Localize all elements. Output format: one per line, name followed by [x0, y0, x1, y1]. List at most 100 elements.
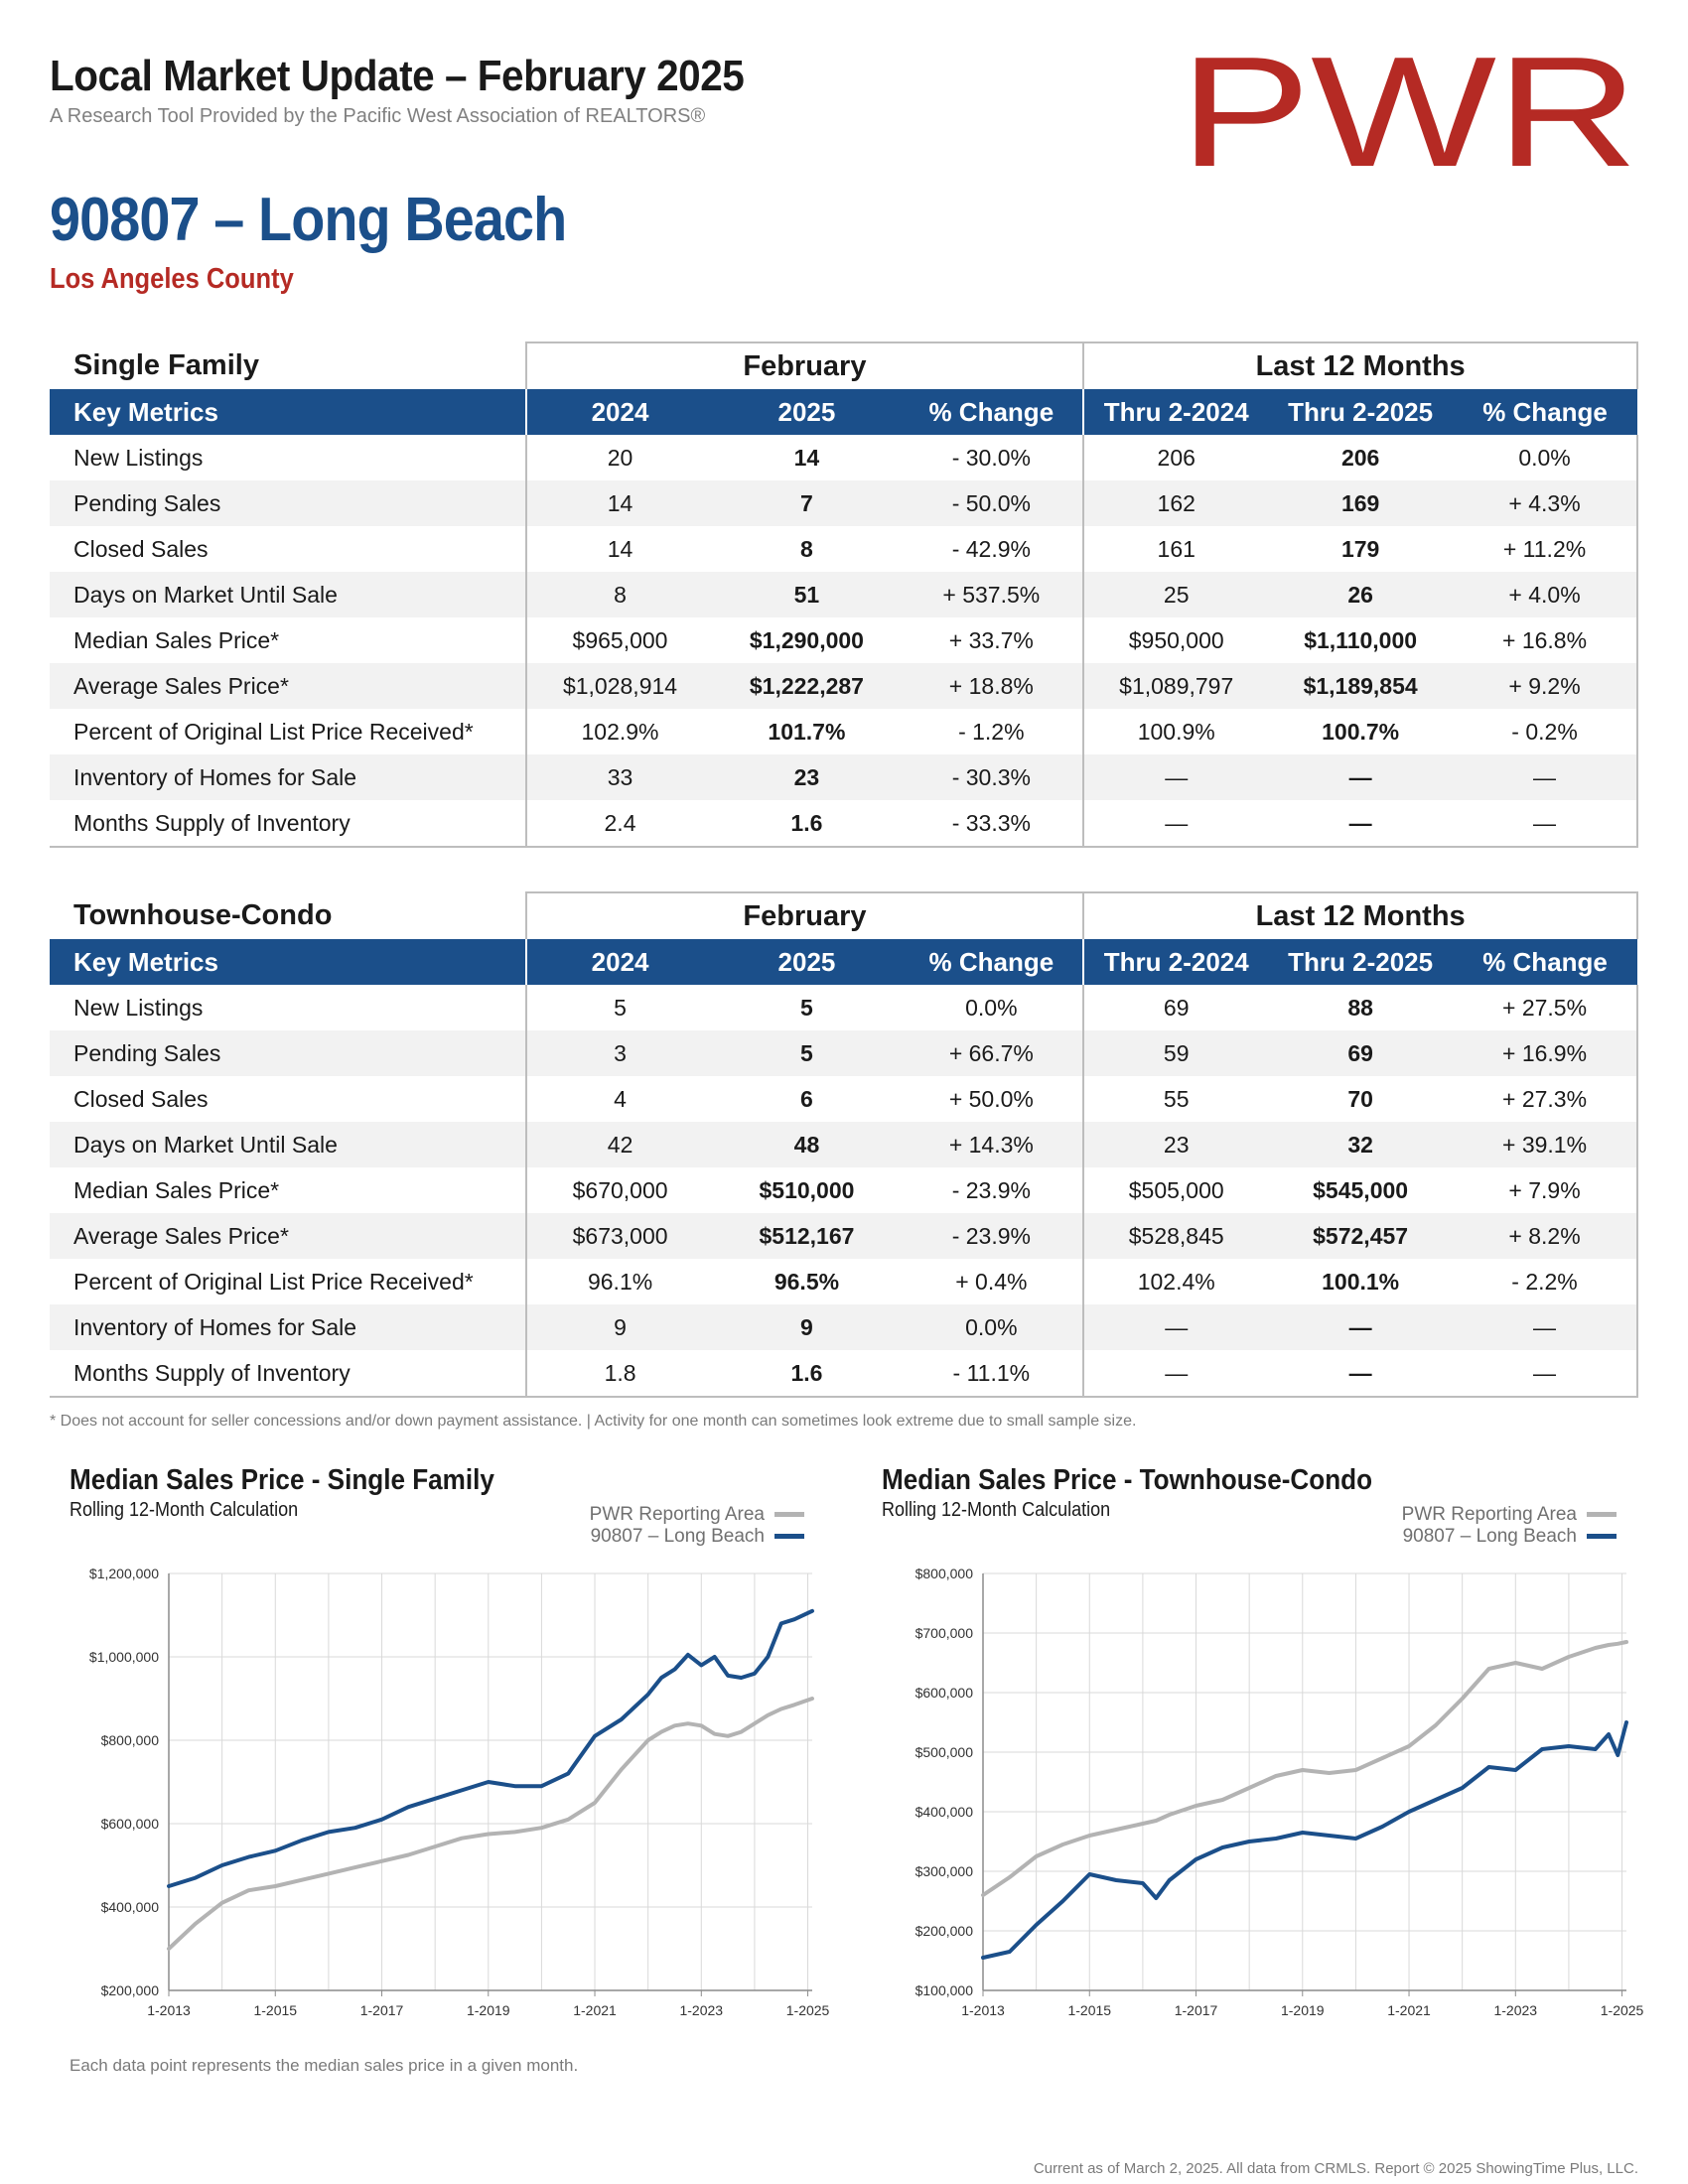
chart-subtitle-single-family: Rolling 12-Month Calculation	[70, 1499, 299, 1521]
value-thru-2024: 206	[1082, 435, 1269, 480]
data-source-note: Current as of March 2, 2025. All data fr…	[1033, 2160, 1638, 2177]
column-header-row: Key Metrics 2024 2025 % Change Thru 2-20…	[50, 389, 1637, 435]
value-2024: 102.9%	[524, 709, 714, 754]
value-thru-2025: 169	[1268, 480, 1454, 526]
chart-legend-townhouse-condo: PWR Reporting Area 90807 – Long Beach	[1219, 1504, 1617, 1548]
value-thru-2024: 102.4%	[1082, 1259, 1269, 1304]
group-header-february: February	[524, 341, 1084, 389]
x-tick-label: 1-2023	[1493, 2002, 1537, 2018]
page-title: Local Market Update – February 2025	[50, 52, 745, 100]
legend-label-area: 90807 – Long Beach	[590, 1526, 765, 1547]
series-line-pwr	[167, 1697, 814, 1951]
x-tick-label: 1-2019	[1281, 2002, 1325, 2018]
value-pct-change-12: - 0.2%	[1453, 709, 1638, 754]
value-thru-2025: 179	[1340, 535, 1380, 562]
legend-label-area: 90807 – Long Beach	[1402, 1526, 1577, 1547]
value-thru-2025: 100.1%	[1322, 1268, 1400, 1295]
metric-label: Inventory of Homes for Sale	[50, 754, 526, 800]
value-2025: 6	[800, 1085, 813, 1112]
x-tick-label: 1-2019	[467, 2002, 510, 2018]
col-pct-change: % Change	[900, 939, 1084, 985]
value-thru-2024: 162	[1082, 480, 1269, 526]
value-pct-change-12: + 4.3%	[1453, 480, 1638, 526]
value-thru-2024: —	[1082, 1350, 1269, 1398]
y-tick-label: $200,000	[915, 1923, 974, 1939]
value-2024: 2.4	[524, 800, 714, 848]
y-tick-label: $800,000	[101, 1732, 160, 1748]
table-group-header: Single Family February Last 12 Months	[50, 341, 1638, 389]
col-key-metrics: Key Metrics	[50, 939, 526, 985]
x-tick-label: 1-2025	[1601, 2002, 1644, 2018]
value-2024: 5	[524, 985, 714, 1030]
y-tick-label: $400,000	[101, 1899, 160, 1915]
value-2025: 5	[800, 994, 813, 1021]
value-thru-2025: 100.7%	[1322, 718, 1400, 745]
value-2025: 48	[713, 1122, 901, 1167]
value-pct-change-12: 0.0%	[1453, 435, 1638, 480]
x-tick-label: 1-2025	[786, 2002, 830, 2018]
value-thru-2025: 88	[1347, 994, 1373, 1021]
value-pct-change-12: —	[1453, 800, 1638, 848]
metric-label: Average Sales Price*	[50, 663, 526, 709]
series-line-pwr	[981, 1640, 1628, 1897]
value-pct-change-12: + 39.1%	[1453, 1122, 1638, 1167]
table-row: Months Supply of Inventory 1.8 1.6- 11.1% —…	[50, 1350, 1638, 1398]
value-thru-2024: $950,000	[1082, 617, 1269, 663]
value-thru-2024: 59	[1082, 1030, 1269, 1076]
county-name: Los Angeles County	[50, 263, 294, 295]
value-2024: $673,000	[524, 1213, 714, 1259]
legend-entry-area: 90807 – Long Beach	[407, 1526, 804, 1548]
metric-label: Months Supply of Inventory	[50, 800, 526, 848]
y-tick-label: $600,000	[915, 1685, 974, 1701]
chart-subtitle-townhouse-condo: Rolling 12-Month Calculation	[882, 1499, 1111, 1521]
x-tick-label: 1-2021	[573, 2002, 617, 2018]
value-2024: 96.1%	[524, 1259, 714, 1304]
col-pct-change-12: % Change	[1453, 389, 1637, 435]
group-header-last12: Last 12 Months	[1082, 341, 1638, 389]
value-pct-change-12: + 27.3%	[1453, 1076, 1638, 1122]
value-thru-2024: $505,000	[1082, 1167, 1269, 1213]
series-line-area	[981, 1720, 1628, 1960]
value-pct-change: - 23.9%	[900, 1213, 1084, 1259]
chart-legend-single-family: PWR Reporting Area 90807 – Long Beach	[407, 1504, 804, 1548]
x-tick-label: 1-2013	[147, 2002, 191, 2018]
value-thru-2024: 100.9%	[1082, 709, 1269, 754]
table-row: Pending Sales 3 5 + 66.7% 59 69 + 16.9%	[50, 1030, 1638, 1076]
footnote: * Does not account for seller concession…	[50, 1413, 1137, 1430]
table-row: Average Sales Price* $1,028,914 $1,222,287…	[50, 663, 1638, 709]
chart-single-family: $200,000 $400,000 $600,000 $800,000 $1,000,0…	[89, 1566, 830, 2018]
series-line-area	[167, 1608, 814, 1888]
metric-label: Closed Sales	[73, 535, 209, 562]
value-pct-change: - 30.3%	[900, 754, 1084, 800]
y-tick-label: $1,200,000	[89, 1566, 159, 1581]
value-thru-2025: 69	[1268, 1030, 1454, 1076]
y-tick-label: $700,000	[915, 1625, 974, 1641]
value-thru-2024: —	[1082, 1304, 1269, 1350]
value-thru-2024: —	[1082, 800, 1269, 848]
x-tick-label: 1-2023	[679, 2002, 723, 2018]
value-2025: 7	[713, 480, 901, 526]
value-2025: 51	[713, 572, 901, 617]
metric-label: Percent of Original List Price Received*	[73, 718, 474, 745]
value-2025: 96.5%	[774, 1268, 840, 1295]
value-thru-2025: 206	[1340, 444, 1380, 471]
value-thru-2025: —	[1268, 754, 1454, 800]
x-tick-label: 1-2017	[1175, 2002, 1218, 2018]
value-2024: 8	[524, 572, 714, 617]
table-row: Days on Market Until Sale 8 51 + 537.5% 25 26…	[50, 572, 1638, 617]
value-2025: 8	[800, 535, 813, 562]
table-row: Median Sales Price* $670,000 $510,000 - 23.…	[50, 1167, 1638, 1213]
value-2024: 4	[524, 1076, 714, 1122]
legend-entry-pwr: PWR Reporting Area	[1219, 1504, 1617, 1526]
value-2024: 14	[524, 480, 714, 526]
value-2024: $670,000	[524, 1167, 714, 1213]
value-pct-change: - 33.3%	[900, 800, 1084, 848]
value-pct-change-12: - 2.2%	[1453, 1259, 1638, 1304]
metric-label: New Listings	[73, 994, 204, 1021]
value-pct-change-12: + 16.9%	[1453, 1030, 1638, 1076]
value-thru-2024: 25	[1082, 572, 1269, 617]
value-thru-2024: 23	[1082, 1122, 1269, 1167]
value-2024: 1.8	[524, 1350, 714, 1398]
value-pct-change: + 66.7%	[900, 1030, 1084, 1076]
value-thru-2024: 69	[1082, 985, 1269, 1030]
